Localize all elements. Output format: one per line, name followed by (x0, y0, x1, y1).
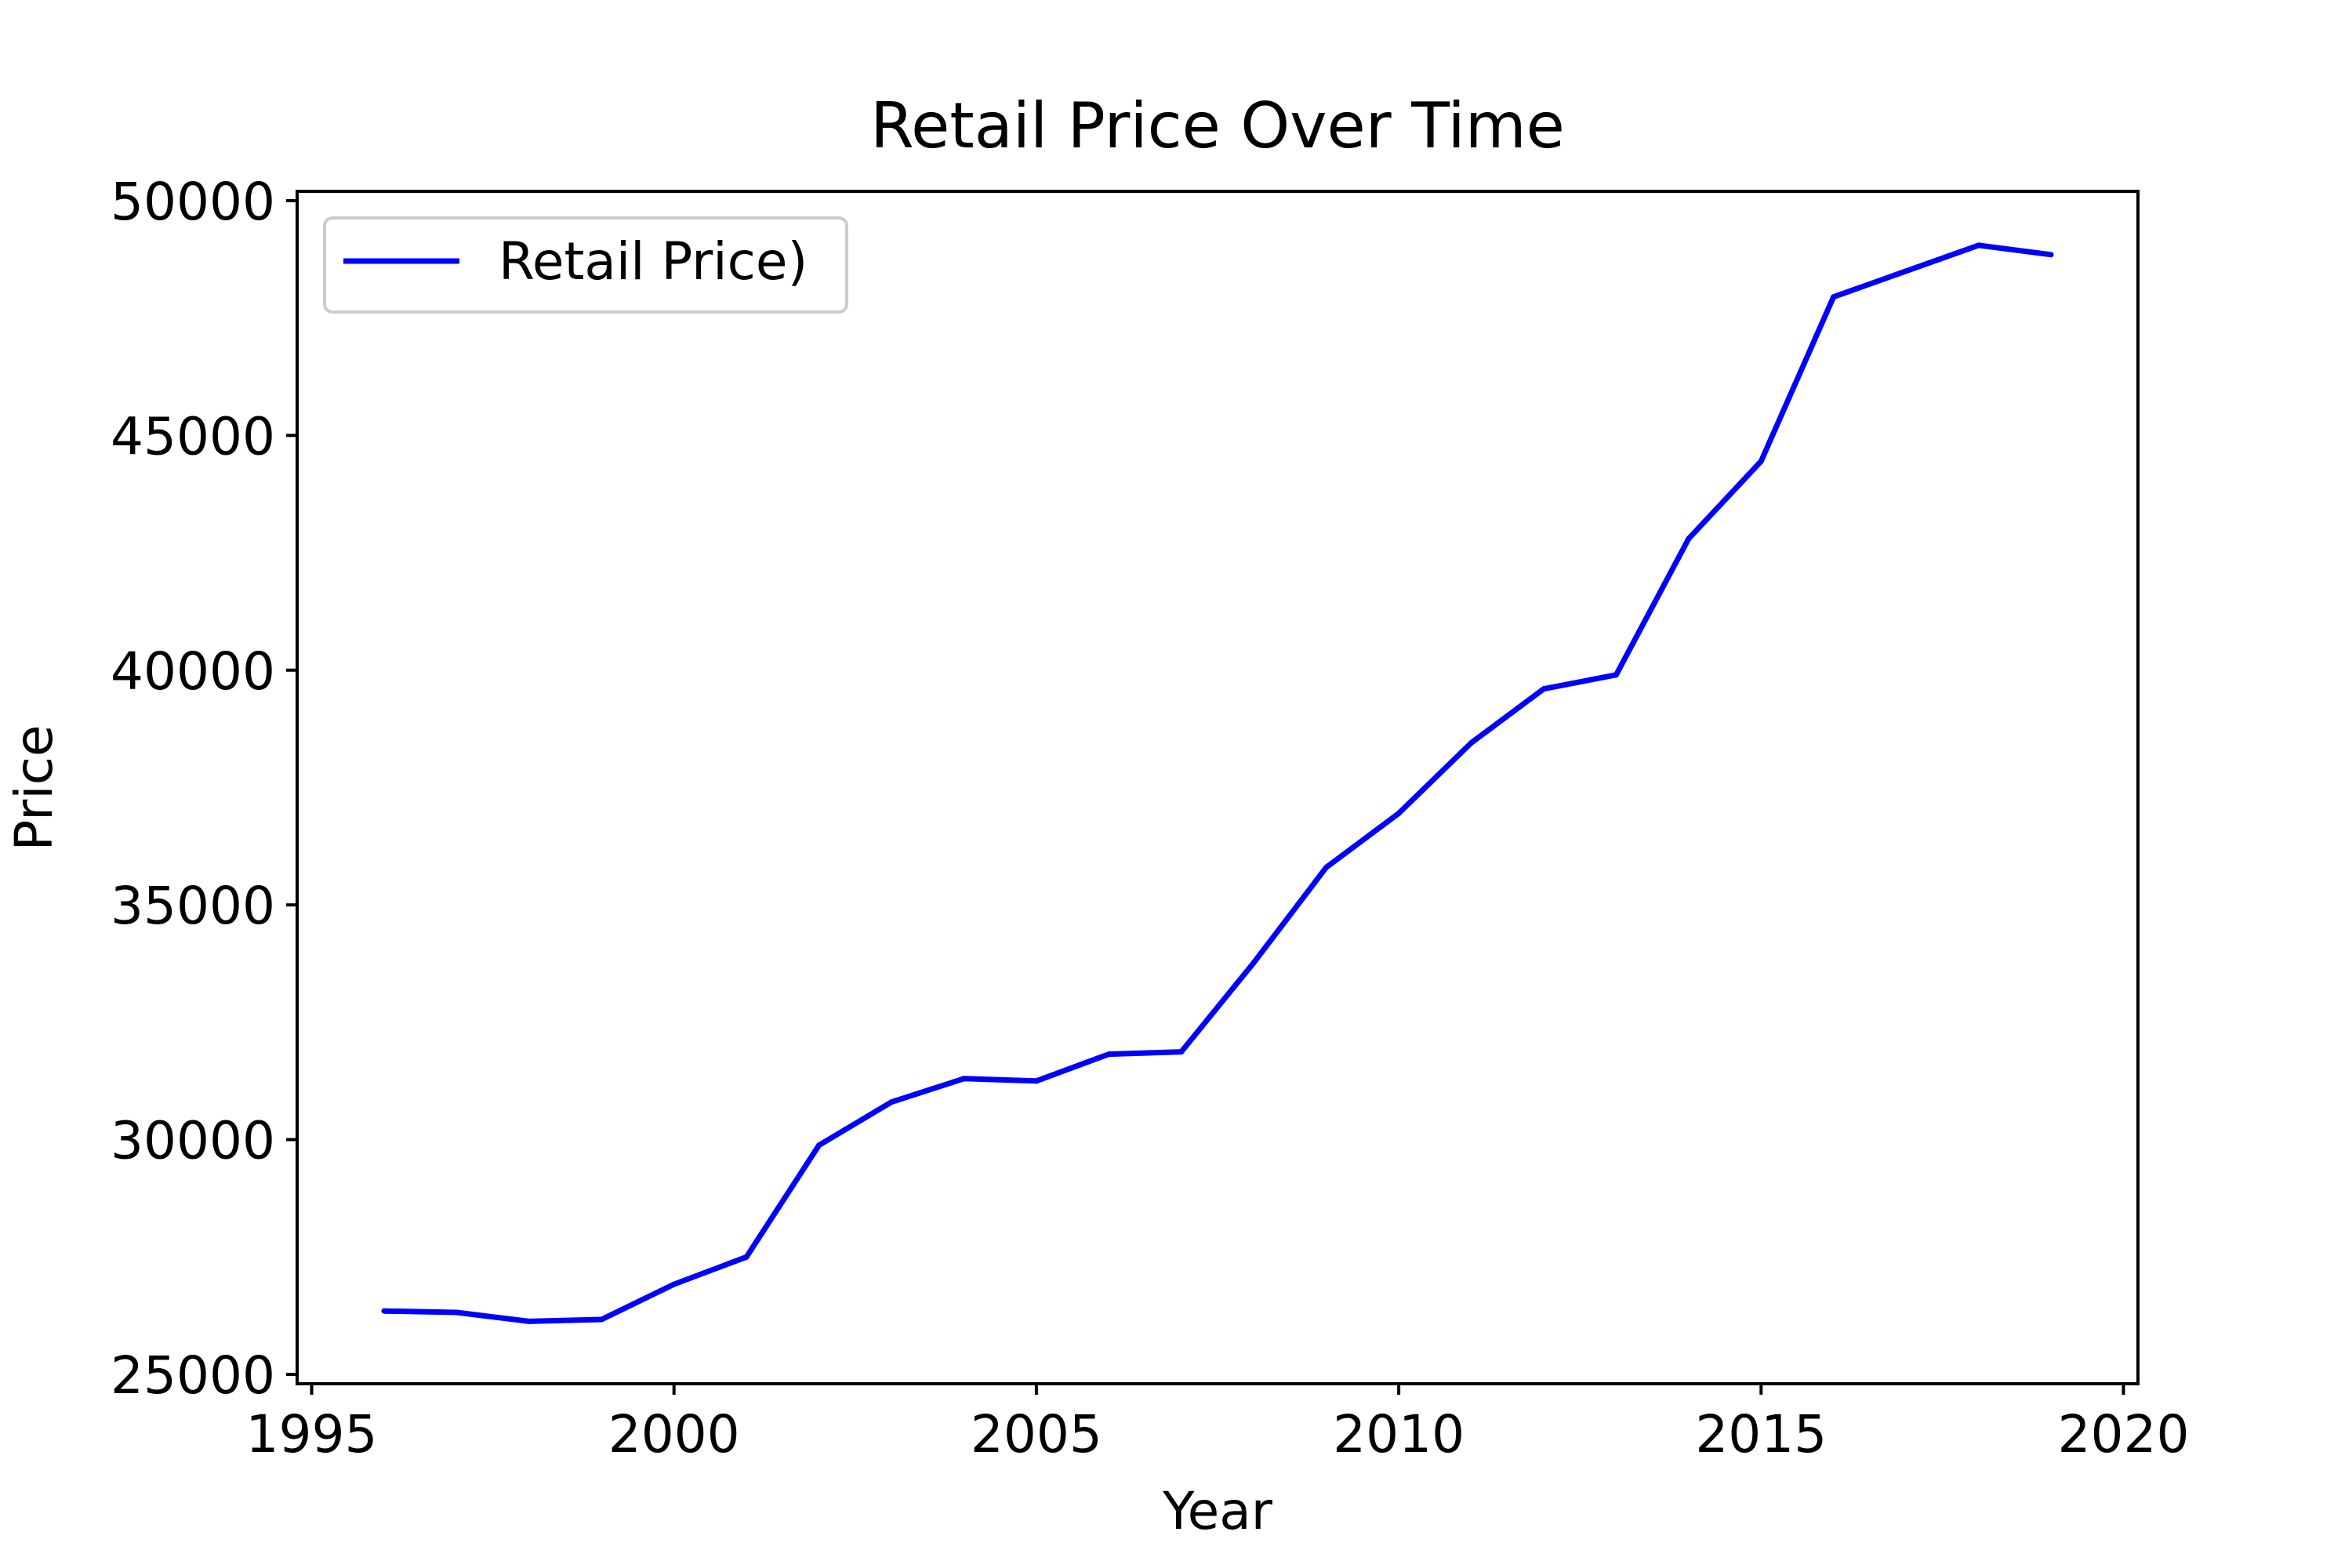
x-tick-label: 1995 (246, 1404, 378, 1465)
data-point (960, 1076, 967, 1082)
legend-label: Retail Price) (499, 231, 808, 292)
y-tick-label: 35000 (111, 876, 275, 936)
data-point (1178, 1049, 1185, 1055)
data-point (1831, 294, 1837, 300)
data-point (526, 1318, 532, 1324)
data-point (1903, 268, 1909, 274)
data-point (671, 1281, 677, 1287)
plot-frame (296, 190, 2140, 1385)
data-point (1758, 458, 1764, 464)
data-point (1976, 242, 1982, 249)
y-axis-label: Price (4, 724, 64, 851)
x-tick-label: 2010 (1333, 1404, 1465, 1465)
data-point (743, 1254, 750, 1260)
legend-box (323, 216, 848, 314)
y-tick-label: 40000 (111, 641, 275, 702)
series-line (383, 242, 2052, 1324)
axis-ticks: 1995 2000 2005 2010 2015 2020 25000 30000 35000 4… (111, 172, 2189, 1465)
legend: Retail Price) (323, 216, 848, 314)
y-tick-label: 30000 (111, 1111, 275, 1171)
y-tick-label: 50000 (111, 172, 275, 232)
y-tick-label: 45000 (111, 406, 275, 466)
x-tick-label: 2020 (2058, 1404, 2190, 1465)
data-point (888, 1099, 895, 1105)
data-point (1468, 740, 1475, 746)
data-point (381, 1308, 387, 1314)
x-tick-label: 2000 (608, 1404, 740, 1465)
data-point (1033, 1078, 1040, 1084)
x-tick-label: 2015 (1695, 1404, 1827, 1465)
y-tick-label: 25000 (111, 1345, 275, 1406)
data-point (1541, 686, 1547, 692)
plot-series (381, 242, 2054, 1324)
x-axis-label: Year (1162, 1481, 1273, 1541)
x-tick-label: 2005 (971, 1404, 1102, 1465)
data-point (1686, 535, 1692, 542)
data-point (1396, 810, 1402, 816)
data-point (1250, 960, 1257, 966)
chart-title: Retail Price Over Time (870, 89, 1565, 162)
data-point (816, 1142, 822, 1149)
data-point (1105, 1051, 1112, 1058)
data-point (1613, 672, 1619, 678)
data-point (598, 1316, 604, 1323)
data-point (453, 1309, 459, 1316)
data-point (1323, 864, 1330, 870)
data-point (2048, 252, 2054, 258)
